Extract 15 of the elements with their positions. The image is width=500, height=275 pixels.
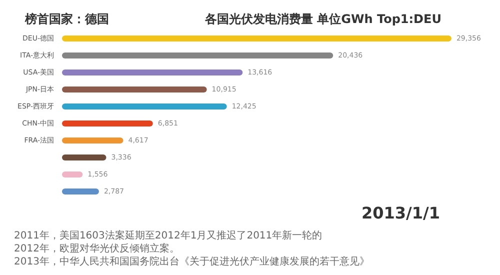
bar xyxy=(62,70,243,76)
bar xyxy=(62,120,153,126)
text: 2012年，欧盟对华光伏反倾销立案。 xyxy=(14,242,180,254)
bar xyxy=(62,104,227,110)
chart-title: 各国光伏发电消费量 单位GWh Top1:DEU xyxy=(204,12,442,26)
text: 2013年，中华人民共和国国务院出台《关于促进光伏产业健康发展的若干意见》 xyxy=(14,256,370,268)
chart-subtitle: 榜首国家：德国 xyxy=(24,12,109,26)
bar xyxy=(62,138,124,144)
bar xyxy=(62,188,99,194)
bar xyxy=(62,52,334,58)
text: 2013/1/1 xyxy=(362,204,440,222)
bar xyxy=(62,154,106,160)
bar xyxy=(62,36,452,42)
text: 2011年，美国1603法案延期至2012年1月又推迟了2011年新一轮的 xyxy=(14,230,322,242)
bar xyxy=(62,86,207,92)
